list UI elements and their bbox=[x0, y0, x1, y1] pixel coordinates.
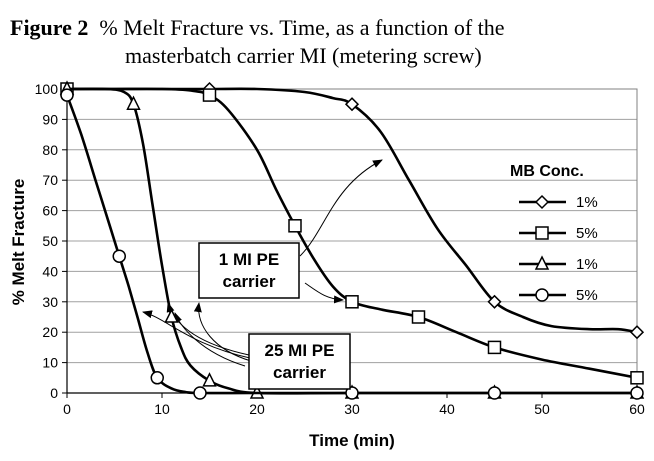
series-line bbox=[65, 94, 637, 395]
title-line-1: Figure 2 % Melt Fracture vs. Time, as a … bbox=[10, 14, 505, 42]
title-line-2: masterbatch carrier MI (metering screw) bbox=[125, 43, 482, 68]
annotation-text: 25 MI PE bbox=[265, 341, 335, 360]
series-layer bbox=[59, 80, 645, 400]
data-point-circle bbox=[630, 386, 644, 400]
x-tick-label: 0 bbox=[63, 401, 71, 417]
legend-label: 5% bbox=[576, 225, 598, 242]
data-point-square bbox=[535, 226, 549, 240]
data-point-circle bbox=[60, 88, 74, 102]
series-4-circle bbox=[60, 88, 644, 400]
y-tick-label: 30 bbox=[42, 294, 58, 310]
y-tick-label: 60 bbox=[42, 203, 58, 219]
x-tick-label: 10 bbox=[154, 401, 170, 417]
y-tick-label: 10 bbox=[42, 355, 58, 371]
y-tick-label: 100 bbox=[35, 81, 59, 97]
y-tick-label: 50 bbox=[42, 233, 58, 249]
data-point-square bbox=[288, 219, 302, 233]
series-3-triangle bbox=[59, 80, 645, 399]
data-point-circle bbox=[150, 371, 164, 385]
x-tick-label: 50 bbox=[534, 401, 550, 417]
data-point-circle bbox=[487, 386, 502, 400]
y-tick-label: 90 bbox=[42, 111, 58, 127]
data-point-circle bbox=[345, 386, 359, 400]
legend-title: MB Conc. bbox=[510, 163, 584, 180]
legend-label: 1% bbox=[576, 194, 598, 211]
data-point-triangle bbox=[202, 372, 217, 387]
legend-label: 1% bbox=[576, 256, 598, 273]
x-tick-label: 20 bbox=[249, 401, 265, 417]
y-tick-label: 80 bbox=[42, 142, 58, 158]
x-axis-label: Time (min) bbox=[309, 431, 395, 450]
callout-arrow bbox=[193, 302, 252, 362]
y-tick-label: 70 bbox=[42, 172, 58, 188]
y-tick-label: 20 bbox=[42, 324, 58, 340]
grid-lines bbox=[67, 118, 637, 364]
data-point-diamond bbox=[487, 294, 502, 309]
data-point-circle bbox=[112, 249, 126, 263]
data-point-square bbox=[487, 340, 502, 355]
callout-arrow bbox=[174, 312, 246, 367]
y-axis-label: % Melt Fracture bbox=[9, 179, 28, 306]
title-text: % Melt Fracture vs. Time, as a function … bbox=[99, 15, 505, 40]
callout-arrow bbox=[299, 159, 383, 257]
data-point-diamond bbox=[534, 194, 550, 210]
annotation-text: carrier bbox=[273, 363, 326, 382]
legend: MB Conc. 1% 5% 1% 5% bbox=[510, 163, 598, 304]
data-point-triangle bbox=[126, 95, 141, 110]
data-point-diamond bbox=[629, 325, 645, 340]
callout-arrow bbox=[304, 282, 344, 304]
data-point-square bbox=[202, 88, 217, 102]
annotation-text: carrier bbox=[223, 272, 276, 291]
annotation-box-2: 25 MI PE carrier bbox=[248, 333, 351, 390]
callout-arrow bbox=[142, 310, 251, 359]
data-point-triangle bbox=[164, 308, 179, 323]
data-point-square bbox=[630, 371, 644, 385]
annotation-text: 1 MI PE bbox=[219, 250, 279, 269]
data-point-square bbox=[411, 310, 426, 324]
data-point-circle bbox=[535, 288, 549, 302]
x-tick-label: 60 bbox=[629, 401, 645, 417]
data-point-square bbox=[345, 295, 359, 309]
y-tick-label: 40 bbox=[42, 263, 58, 279]
annotation-layer: 1 MI PE carrier 25 MI PE carrier bbox=[198, 242, 351, 390]
figure-number: Figure 2 bbox=[10, 15, 89, 40]
data-point-circle bbox=[193, 386, 207, 400]
annotation-frame bbox=[248, 333, 351, 390]
x-tick-label: 40 bbox=[439, 401, 455, 417]
y-tick-label: 0 bbox=[50, 385, 58, 401]
series-2-square bbox=[60, 82, 644, 385]
legend-label: 5% bbox=[576, 287, 598, 304]
data-point-diamond bbox=[344, 97, 360, 112]
data-point-triangle bbox=[534, 255, 550, 270]
annotation-box-1: 1 MI PE carrier bbox=[198, 242, 300, 299]
annotation-frame bbox=[198, 242, 300, 299]
tick-labels: 0 10 20 30 40 50 60 70 80 90 100 0 10 20 30 40 50 60 bbox=[35, 81, 645, 417]
x-tick-label: 30 bbox=[344, 401, 360, 417]
series-line bbox=[67, 87, 638, 334]
